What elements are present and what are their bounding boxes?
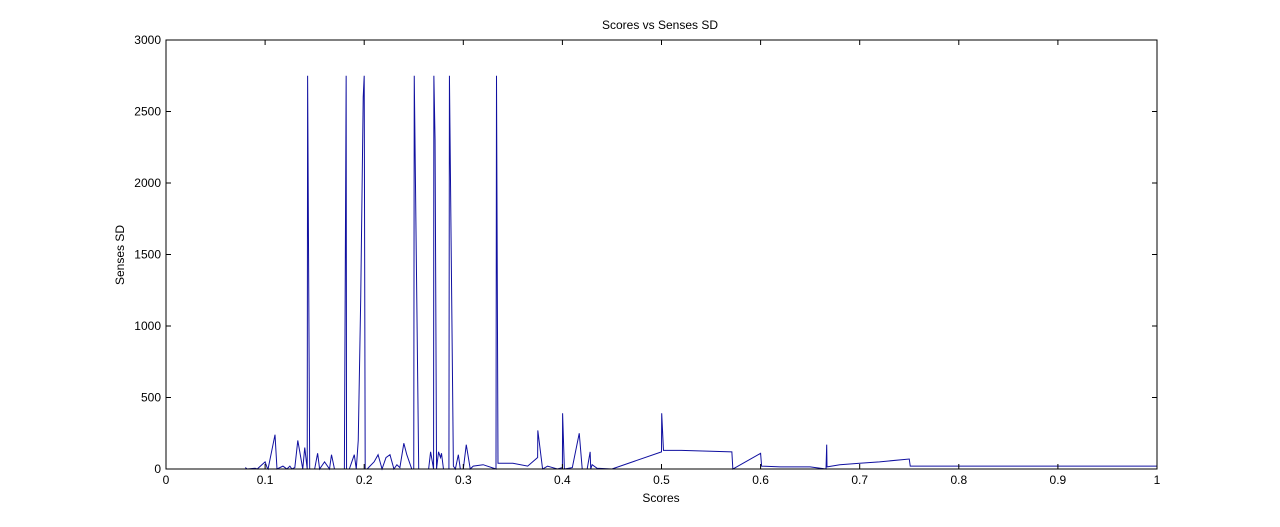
- y-axis-label: Senses SD: [113, 225, 127, 285]
- y-tick-label: 500: [141, 391, 161, 405]
- plot-area: [166, 40, 1157, 469]
- x-axis-label: Scores: [642, 491, 679, 505]
- x-tick-label: 0.4: [554, 473, 571, 487]
- chart-title: Scores vs Senses SD: [602, 18, 718, 32]
- x-tick-label: 0.8: [950, 473, 967, 487]
- x-tick-label: 0.6: [752, 473, 769, 487]
- x-tick-label: 0.5: [653, 473, 670, 487]
- x-tick-label: 0.1: [257, 473, 274, 487]
- x-tick-label: 1: [1154, 473, 1161, 487]
- x-tick-label: 0.3: [455, 473, 472, 487]
- y-tick-label: 2000: [134, 176, 161, 190]
- x-tick-label: 0: [163, 473, 170, 487]
- y-tick-label: 1500: [134, 248, 161, 262]
- x-tick-label: 0.7: [851, 473, 868, 487]
- x-axis-ticks: 0 0.1 0.2 0.3 0.4 0.5 0.6 0.7 0.8 0.9 1: [163, 40, 1161, 487]
- y-tick-label: 1000: [134, 319, 161, 333]
- y-tick-label: 0: [154, 462, 161, 476]
- y-axis-ticks: 0 500 1000 1500 2000 2500 3000: [134, 33, 1157, 476]
- y-tick-label: 2500: [134, 105, 161, 119]
- plot-frame: [165, 39, 1158, 470]
- x-tick-label: 0.9: [1050, 473, 1067, 487]
- x-tick-label: 0.2: [356, 473, 373, 487]
- y-tick-label: 3000: [134, 33, 161, 47]
